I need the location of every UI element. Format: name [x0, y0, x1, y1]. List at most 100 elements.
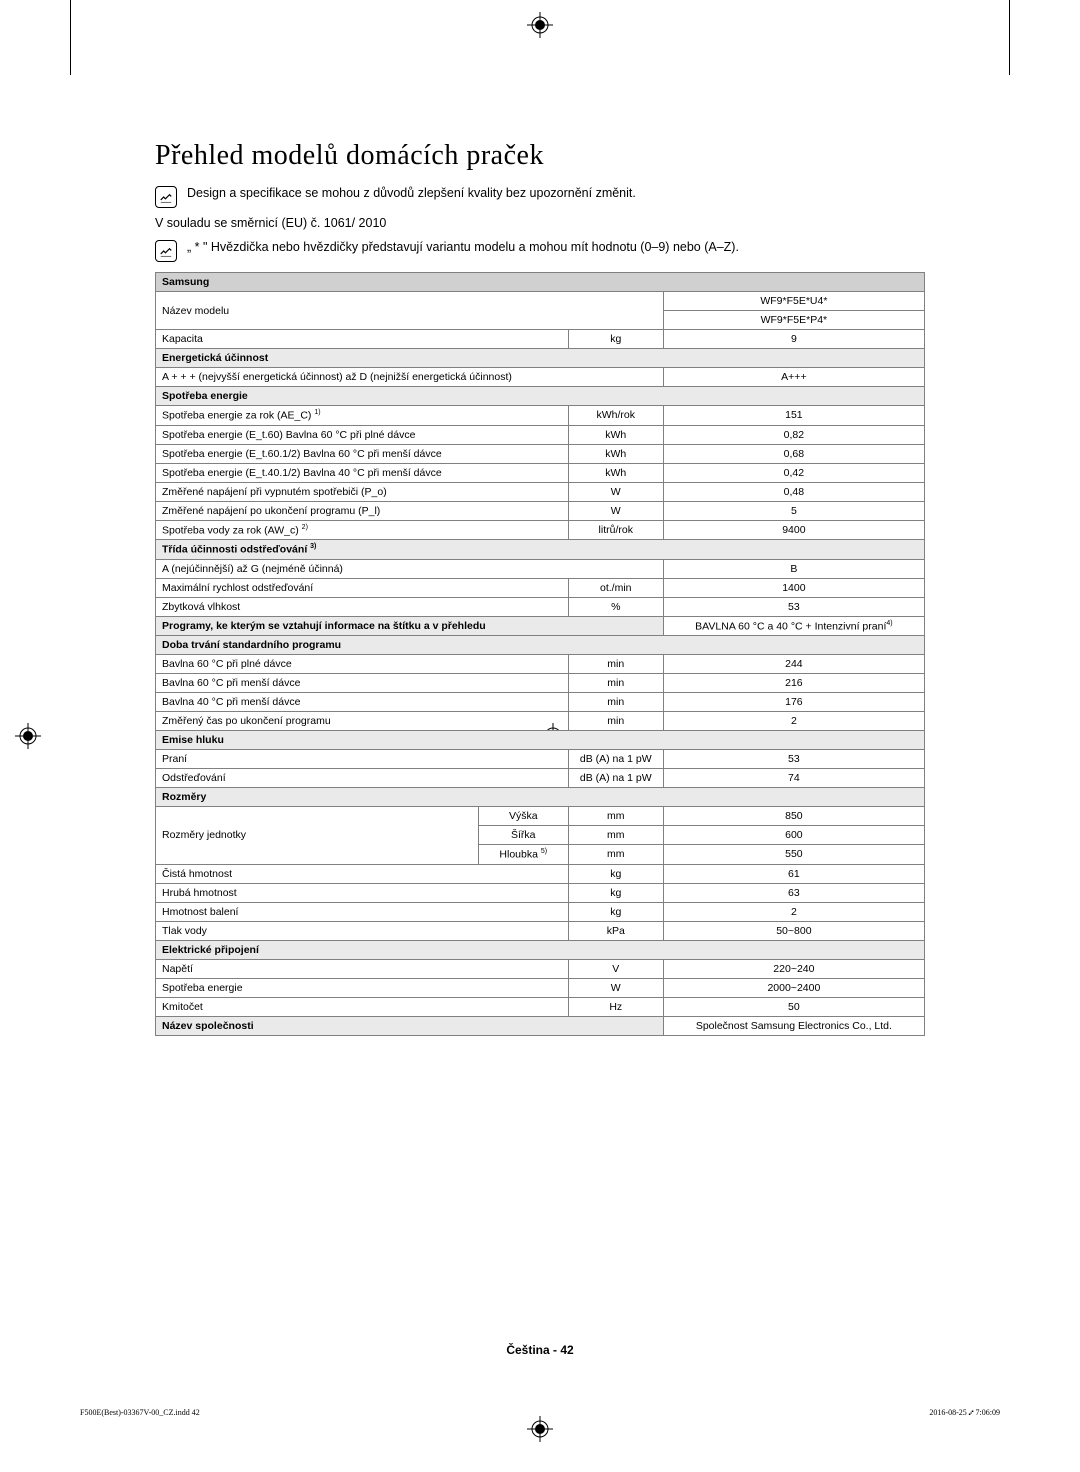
label: Odstřeďování [156, 769, 569, 788]
label: Maximální rychlost odstřeďování [156, 578, 569, 597]
label: Praní [156, 750, 569, 769]
row-val: 2 [663, 902, 924, 921]
row-label: Tlak vody [156, 921, 569, 940]
row-unit: kWh [568, 463, 663, 482]
registration-mark-icon [527, 12, 553, 38]
row-unit: W [568, 501, 663, 520]
row-unit: V [568, 959, 663, 978]
val: 1400 [663, 578, 924, 597]
note-icon [155, 186, 177, 208]
row-unit: min [568, 712, 663, 731]
val: 53 [663, 750, 924, 769]
section-hdr: Emise hluku [156, 731, 925, 750]
company-label: Název společnosti [156, 1016, 664, 1035]
row-label: Změřené napájení po ukončení programu (P… [156, 501, 569, 520]
row-unit: kg [568, 864, 663, 883]
row-label: Spotřeba energie (E_t.60) Bavlna 60 °C p… [156, 425, 569, 444]
val: 74 [663, 769, 924, 788]
val: 53 [663, 597, 924, 616]
row-label: Kmitočet [156, 997, 569, 1016]
row-val: 0,48 [663, 482, 924, 501]
section-hdr: Spotřeba energie [156, 387, 925, 406]
row-label: Hrubá hmotnost [156, 883, 569, 902]
dim-d: Hloubka 5) [478, 845, 568, 865]
row-label: Bavlna 60 °C při menší dávce [156, 674, 569, 693]
row-val: 61 [663, 864, 924, 883]
dim-w: Šířka [478, 826, 568, 845]
model-val: WF9*F5E*P4* [663, 311, 924, 330]
footer-language: Čeština - 42 [506, 1343, 573, 1357]
val: 850 [663, 807, 924, 826]
row-label: Změřené napájení při vypnutém spotřebiči… [156, 482, 569, 501]
section-hdr: Rozměry [156, 788, 925, 807]
row-val: 244 [663, 655, 924, 674]
dim-h: Výška [478, 807, 568, 826]
row-label: Bavlna 60 °C při plné dávce [156, 655, 569, 674]
row-label: Změřený čas po ukončení programu [156, 712, 569, 731]
row-unit: litrů/rok [568, 520, 663, 540]
footer-left: F500E(Best)-03367V-00_CZ.indd 42 [80, 1408, 200, 1417]
row-val: 9400 [663, 520, 924, 540]
row-unit: W [568, 978, 663, 997]
page-title: Přehled modelů domácích praček [155, 140, 925, 172]
row-val: 0,42 [663, 463, 924, 482]
section-hdr: Doba trvání standardního programu [156, 636, 925, 655]
row-val: 176 [663, 693, 924, 712]
row-val: 5 [663, 501, 924, 520]
row-label: Spotřeba energie za rok (AE_C) 1) [156, 406, 569, 426]
val: BAVLNA 60 °C a 40 °C + Intenzivní praní4… [663, 616, 924, 636]
row-val: 50 [663, 997, 924, 1016]
unit: dB (A) na 1 pW [568, 769, 663, 788]
unit: ot./min [568, 578, 663, 597]
val: A+++ [663, 368, 924, 387]
row-unit: min [568, 655, 663, 674]
registration-mark-icon [15, 723, 41, 749]
val: B [663, 559, 924, 578]
section-hdr: Elektrické připojení [156, 940, 925, 959]
row-unit: W [568, 482, 663, 501]
label: Zbytková vlhkost [156, 597, 569, 616]
model-val: WF9*F5E*U4* [663, 292, 924, 311]
row-unit: Hz [568, 997, 663, 1016]
note-icon [155, 240, 177, 262]
unit: mm [568, 826, 663, 845]
row-val: 63 [663, 883, 924, 902]
row-label: Spotřeba energie [156, 978, 569, 997]
row-label: Čistá hmotnost [156, 864, 569, 883]
val: 550 [663, 845, 924, 865]
row-label: Spotřeba energie (E_t.40.1/2) Bavlna 40 … [156, 463, 569, 482]
row-unit: kWh [568, 444, 663, 463]
row-val: 216 [663, 674, 924, 693]
row-unit: min [568, 693, 663, 712]
note-row: „ * " Hvězdička nebo hvězdičky představu… [155, 240, 925, 262]
unit: dB (A) na 1 pW [568, 750, 663, 769]
row-label: Spotřeba vody za rok (AW_c) 2) [156, 520, 569, 540]
row-val: 220~240 [663, 959, 924, 978]
val: 600 [663, 826, 924, 845]
company-val: Společnost Samsung Electronics Co., Ltd. [663, 1016, 924, 1035]
row-val: 151 [663, 406, 924, 426]
note-row: Design a specifikace se mohou z důvodů z… [155, 186, 925, 208]
note-text: Design a specifikace se mohou z důvodů z… [187, 186, 636, 200]
unit: mm [568, 845, 663, 865]
row-val: 0,68 [663, 444, 924, 463]
regulation-text: V souladu se směrnicí (EU) č. 1061/ 2010 [155, 216, 925, 230]
unit: % [568, 597, 663, 616]
section-hdr: Třída účinnosti odstřeďování 3) [156, 540, 925, 560]
unit: mm [568, 807, 663, 826]
footer-right: 2016-08-25 ⑇ 7:06:09 [929, 1408, 1000, 1417]
energy-class-label: A + + + (nejvyšší energetická účinnost) … [156, 368, 664, 387]
row-unit: kWh/rok [568, 406, 663, 426]
row-label: Bavlna 40 °C při menší dávce [156, 693, 569, 712]
row-val: 2 [663, 712, 924, 731]
row-val: 50~800 [663, 921, 924, 940]
row-unit: min [568, 674, 663, 693]
section-hdr: Energetická účinnost [156, 349, 925, 368]
row-val: 2000~2400 [663, 978, 924, 997]
crop-mark [70, 0, 71, 75]
note-text: „ * " Hvězdička nebo hvězdičky představu… [187, 240, 739, 254]
programs-label: Programy, ke kterým se vztahují informac… [156, 616, 664, 636]
registration-mark-icon [527, 1416, 553, 1442]
row-unit: kg [568, 883, 663, 902]
model-label: Název modelu [156, 292, 664, 330]
